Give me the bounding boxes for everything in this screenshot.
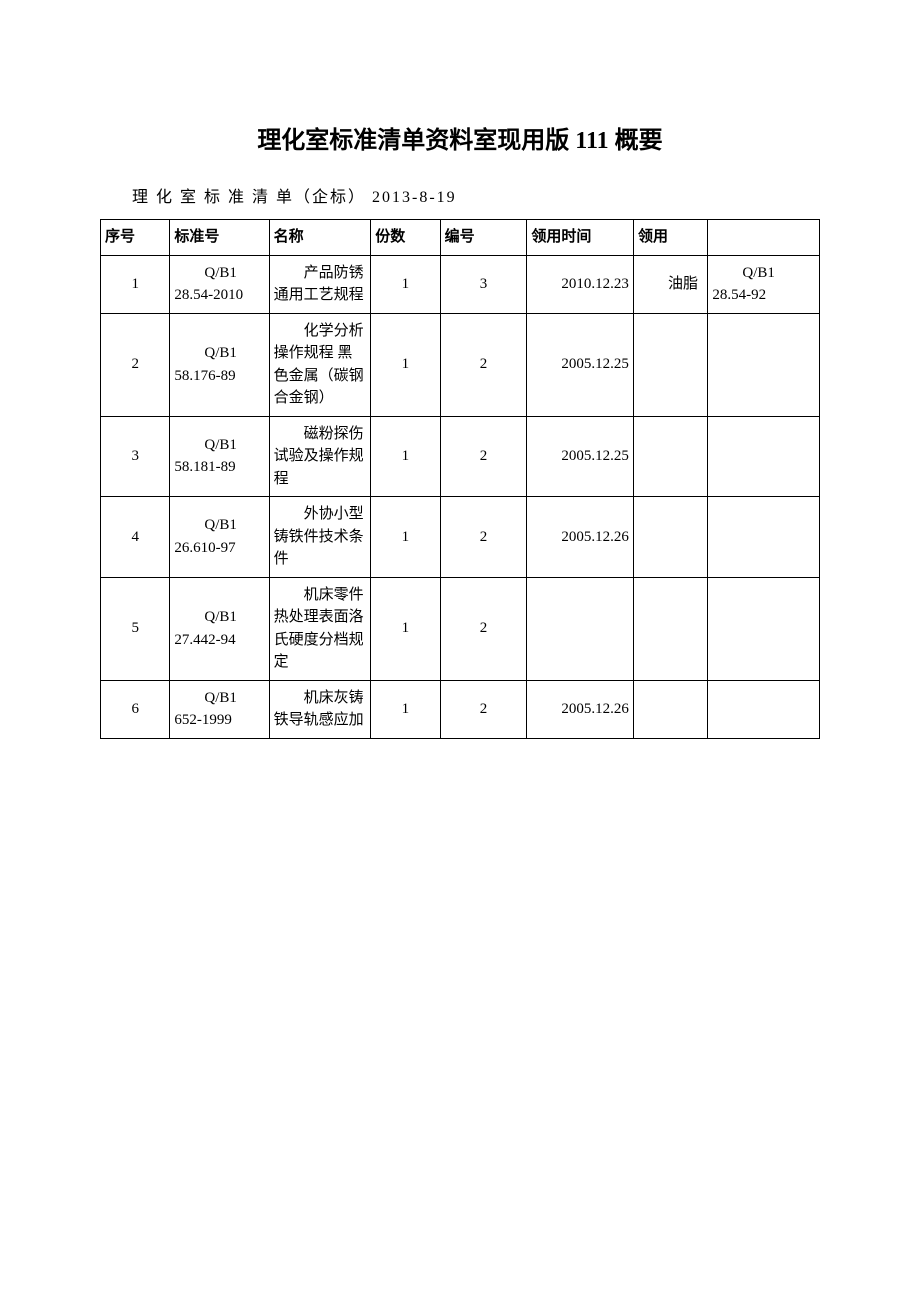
cell-name: 机床零件热处理表面洛氏硬度分档规定: [269, 577, 371, 680]
cell-seq: 1: [101, 255, 170, 313]
cell-qty: 1: [371, 416, 440, 497]
cell-name: 磁粉探伤试验及操作规程: [269, 416, 371, 497]
cell-use: [634, 416, 708, 497]
cell-no: 3: [440, 255, 527, 313]
cell-qty: 1: [371, 313, 440, 416]
cell-use: [634, 577, 708, 680]
cell-std: Q/B1 652-1999: [170, 680, 269, 738]
table-row: 2Q/B1 58.176-89化学分析操作规程 黑色金属（碳钢合金钢）12200…: [101, 313, 820, 416]
document-title: 理化室标准清单资料室现用版 111 概要: [100, 120, 820, 155]
header-date: 领用时间: [527, 220, 634, 256]
header-no: 编号: [440, 220, 527, 256]
cell-name: 化学分析操作规程 黑色金属（碳钢合金钢）: [269, 313, 371, 416]
cell-no: 2: [440, 313, 527, 416]
cell-std: Q/B1 58.181-89: [170, 416, 269, 497]
cell-no: 2: [440, 680, 527, 738]
header-extra: [708, 220, 820, 256]
cell-date: 2005.12.25: [527, 416, 634, 497]
cell-name: 产品防锈通用工艺规程: [269, 255, 371, 313]
table-row: 3Q/B1 58.181-89磁粉探伤试验及操作规程122005.12.25: [101, 416, 820, 497]
header-name: 名称: [269, 220, 371, 256]
cell-seq: 5: [101, 577, 170, 680]
cell-date: 2005.12.25: [527, 313, 634, 416]
cell-std: Q/B1 27.442-94: [170, 577, 269, 680]
cell-date: 2005.12.26: [527, 680, 634, 738]
cell-extra: [708, 577, 820, 680]
cell-seq: 3: [101, 416, 170, 497]
table-row: 5Q/B1 27.442-94机床零件热处理表面洛氏硬度分档规定12: [101, 577, 820, 680]
table-header-row: 序号 标准号 名称 份数 编号 领用时间 领用: [101, 220, 820, 256]
cell-std: Q/B1 28.54-2010: [170, 255, 269, 313]
document-subtitle: 理 化 室 标 准 清 单（企标） 2013-8-19: [100, 183, 820, 207]
cell-name: 外协小型铸铁件技术条件: [269, 497, 371, 578]
cell-date: [527, 577, 634, 680]
cell-use: [634, 680, 708, 738]
cell-seq: 4: [101, 497, 170, 578]
cell-extra: [708, 416, 820, 497]
header-std: 标准号: [170, 220, 269, 256]
cell-std: Q/B1 58.176-89: [170, 313, 269, 416]
cell-std: Q/B1 26.610-97: [170, 497, 269, 578]
cell-seq: 6: [101, 680, 170, 738]
cell-date: 2010.12.23: [527, 255, 634, 313]
cell-no: 2: [440, 577, 527, 680]
cell-extra: Q/B1 28.54-92: [708, 255, 820, 313]
table-row: 1Q/B1 28.54-2010产品防锈通用工艺规程132010.12.23油脂…: [101, 255, 820, 313]
cell-use: [634, 497, 708, 578]
table-row: 6Q/B1 652-1999机床灰铸铁导轨感应加122005.12.26: [101, 680, 820, 738]
standards-table: 序号 标准号 名称 份数 编号 领用时间 领用 1Q/B1 28.54-2010…: [100, 219, 820, 739]
header-seq: 序号: [101, 220, 170, 256]
cell-use: [634, 313, 708, 416]
cell-no: 2: [440, 416, 527, 497]
cell-no: 2: [440, 497, 527, 578]
table-row: 4Q/B1 26.610-97外协小型铸铁件技术条件122005.12.26: [101, 497, 820, 578]
cell-extra: [708, 680, 820, 738]
cell-extra: [708, 497, 820, 578]
cell-seq: 2: [101, 313, 170, 416]
cell-qty: 1: [371, 497, 440, 578]
header-use: 领用: [634, 220, 708, 256]
cell-qty: 1: [371, 680, 440, 738]
cell-use: 油脂: [634, 255, 708, 313]
cell-date: 2005.12.26: [527, 497, 634, 578]
cell-name: 机床灰铸铁导轨感应加: [269, 680, 371, 738]
cell-qty: 1: [371, 577, 440, 680]
cell-qty: 1: [371, 255, 440, 313]
header-qty: 份数: [371, 220, 440, 256]
cell-extra: [708, 313, 820, 416]
